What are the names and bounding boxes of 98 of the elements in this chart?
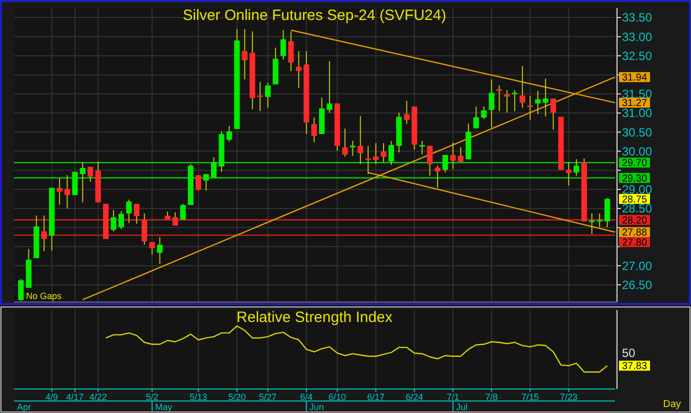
y-tick-label: 30.00 <box>622 144 652 158</box>
candlestick <box>149 242 155 256</box>
x-tick-label: 5/27 <box>259 392 277 402</box>
y-tick-label: 33.00 <box>622 30 652 44</box>
candlestick <box>134 203 140 224</box>
y-tick-label: 30.50 <box>622 125 652 140</box>
candlestick <box>589 212 595 235</box>
x-tick-label: 7/15 <box>521 392 539 402</box>
candlestick <box>388 140 394 166</box>
x-tick-label: 6/4 <box>300 392 313 402</box>
candlestick <box>110 209 116 232</box>
candlestick <box>488 78 494 128</box>
x-tick-label: 4/9 <box>46 392 58 402</box>
candlestick <box>550 98 556 130</box>
y-tick-label: 29.00 <box>622 182 652 197</box>
y-tick-label: 33.50 <box>622 10 652 25</box>
candlestick <box>342 128 348 158</box>
chart-title: Relative Strength Index <box>236 309 393 326</box>
candlestick <box>365 145 371 175</box>
candlestick <box>41 215 47 252</box>
candlestick <box>265 82 271 108</box>
candlestick <box>326 60 332 114</box>
x-tick-label: 5/20 <box>228 392 246 402</box>
data-label: 27.88 <box>622 228 648 239</box>
x-tick-label: 5/13 <box>190 392 208 402</box>
candlestick <box>574 158 580 176</box>
text: Apr <box>17 402 32 412</box>
candlestick <box>126 199 132 224</box>
candlestick <box>211 156 217 178</box>
candlestick <box>157 236 163 264</box>
text: May <box>155 402 173 412</box>
candlestick <box>311 117 317 143</box>
candlestick <box>458 146 464 162</box>
candlestick <box>358 116 364 165</box>
candlestick <box>226 125 232 142</box>
candlestick <box>56 177 62 206</box>
candlestick <box>542 78 548 117</box>
annotation: No Gaps <box>26 291 62 301</box>
candlestick <box>520 66 526 108</box>
text: 28.75 <box>622 194 648 206</box>
y-tick-label: 27.00 <box>622 258 652 273</box>
candlestick <box>257 82 263 112</box>
data-label: 31.27 <box>622 98 648 110</box>
candlestick <box>434 165 440 188</box>
candlestick <box>380 142 386 163</box>
candlestick <box>350 140 356 156</box>
candlestick <box>473 106 479 129</box>
x-tick-label: 7/1 <box>446 392 460 402</box>
candlestick <box>535 90 541 115</box>
candlestick <box>373 142 379 165</box>
x-tick-label: 7/8 <box>485 392 498 402</box>
candlestick <box>296 50 302 88</box>
x-tick-label: 7/23 <box>560 392 578 402</box>
candlestick <box>404 100 410 125</box>
x-tick-label: 6/24 <box>406 392 424 402</box>
candlestick <box>496 85 502 112</box>
candlestick <box>242 28 248 80</box>
ref-line-label: 28.20 <box>622 215 648 226</box>
candlestick <box>142 212 148 246</box>
candlestick <box>203 174 209 192</box>
candlestick <box>280 30 286 60</box>
candlestick <box>427 145 433 176</box>
x-tick-label: 4/22 <box>89 392 107 402</box>
y-tick-label: 26.50 <box>622 278 652 292</box>
text: Jul <box>456 402 468 412</box>
candlestick <box>504 90 510 114</box>
candlestick <box>596 212 602 228</box>
text: 37.83 <box>622 361 648 372</box>
y-tick-label: 32.50 <box>622 48 652 63</box>
candlestick <box>442 154 448 174</box>
candlestick <box>527 95 533 120</box>
x-tick-label: 6/17 <box>367 392 385 402</box>
candlestick <box>18 278 24 302</box>
candlestick <box>566 162 572 186</box>
candlestick <box>180 203 186 220</box>
chart-title: Silver Online Futures Sep-24 (SVFU24) <box>182 7 446 24</box>
candlestick <box>80 162 86 203</box>
candlestick <box>481 106 487 120</box>
candlestick <box>450 142 456 170</box>
text: 50 <box>622 346 636 360</box>
x-tick-label: 4/17 <box>66 392 84 402</box>
candlestick <box>64 174 70 209</box>
candlestick <box>419 140 425 155</box>
candlestick <box>88 166 94 182</box>
candlestick <box>118 210 124 230</box>
candlestick <box>288 30 294 72</box>
text: Day <box>663 399 681 410</box>
candlestick <box>196 174 202 192</box>
text: Jun <box>309 402 324 412</box>
data-label: 31.94 <box>622 72 648 84</box>
x-tick-label: 5/2 <box>146 392 158 402</box>
candlestick <box>172 212 178 226</box>
candlestick <box>512 90 518 112</box>
ref-line-label: 29.70 <box>622 158 648 170</box>
x-tick-label: 6/10 <box>328 392 346 402</box>
ref-line-label: 27.80 <box>622 238 648 249</box>
ref-line-label: 29.30 <box>622 173 648 184</box>
candlestick <box>604 198 610 228</box>
